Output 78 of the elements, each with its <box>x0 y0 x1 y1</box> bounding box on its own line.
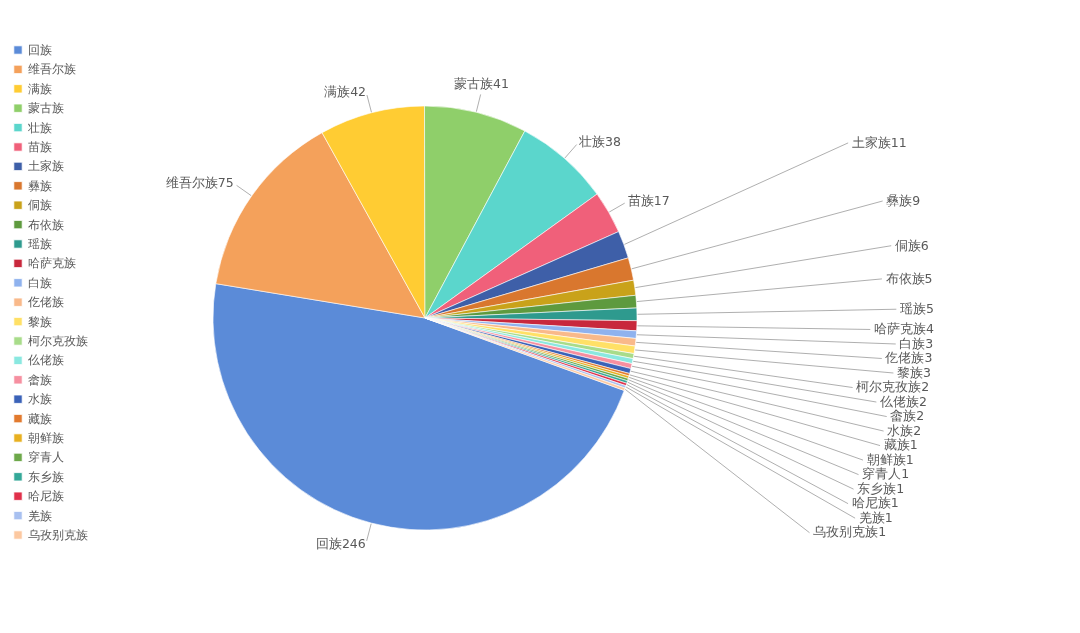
data-label: 2 <box>921 379 930 395</box>
slice-label: 哈萨克族 <box>873 321 926 337</box>
data-label: 5 <box>924 270 933 286</box>
slice-label: 黎族 <box>897 364 924 380</box>
legend-label: 东乡族 <box>28 469 64 484</box>
slice-label: 乌孜别克族 <box>813 524 879 540</box>
legend-label: 哈萨克族 <box>28 256 76 271</box>
legend-label: 乌孜别克族 <box>28 528 88 542</box>
legend-label: 柯尔克孜族 <box>28 334 88 348</box>
slice-label: 柯尔克孜族 <box>856 379 922 395</box>
data-label: 5 <box>925 301 934 317</box>
data-label: 2 <box>916 408 925 424</box>
data-label: 41 <box>493 75 509 91</box>
legend-label: 水族 <box>28 392 52 407</box>
data-label: 1 <box>890 495 899 511</box>
data-label: 246 <box>341 536 366 552</box>
legend-label: 维吾尔族 <box>28 62 76 77</box>
slice-label: 土家族 <box>851 135 891 151</box>
slice-label: 哈尼族 <box>851 495 891 511</box>
slice-label: 蒙古族 <box>454 75 494 91</box>
slice-label: 仫佬族 <box>878 393 919 409</box>
data-label: 1 <box>884 509 893 525</box>
data-label: 38 <box>605 133 621 149</box>
legend-label: 苗族 <box>28 140 52 154</box>
legend-label: 瑶族 <box>28 237 52 251</box>
legend-label: 壮族 <box>27 120 52 135</box>
data-label: 17 <box>653 193 670 209</box>
legend-label: 哈尼族 <box>28 489 64 504</box>
legend-label: 白族 <box>28 275 52 290</box>
legend-label: 侗族 <box>28 198 52 213</box>
slice-label: 布依族 <box>885 270 925 286</box>
slice-label: 东乡族 <box>857 480 897 496</box>
slice-label: 畲族 <box>890 408 917 424</box>
legend-label: 彝族 <box>28 178 52 193</box>
legend-label: 土家族 <box>28 159 64 174</box>
legend-label: 蒙古族 <box>28 101 64 116</box>
legend-label: 穿青人 <box>28 450 64 465</box>
data-label: 75 <box>217 175 234 191</box>
data-label: 2 <box>913 422 922 438</box>
slice-label: 壮族 <box>578 133 606 149</box>
data-label: 2 <box>918 393 927 409</box>
data-label: 11 <box>890 135 907 151</box>
slice-label: 穿青人 <box>862 466 902 482</box>
data-label: 9 <box>912 193 921 209</box>
data-label: 4 <box>925 321 934 337</box>
legend-label: 藏族 <box>28 411 52 426</box>
legend-label: 回族 <box>28 43 52 57</box>
data-label: 1 <box>896 480 905 496</box>
slice-label: 羌族 <box>858 509 885 525</box>
data-label: 1 <box>909 437 918 453</box>
slice-label: 朝鲜族 <box>866 451 906 467</box>
slice-label: 回族 <box>315 536 342 552</box>
slice-label: 维吾尔族 <box>165 175 218 191</box>
data-label: 1 <box>905 451 914 467</box>
legend-label: 黎族 <box>28 314 52 329</box>
legend-label: 畲族 <box>28 372 52 387</box>
data-label: 3 <box>924 350 933 366</box>
data-label: 1 <box>878 524 887 540</box>
data-label: 3 <box>923 364 931 380</box>
slice-label: 白族 <box>899 335 926 351</box>
slice-label: 满族 <box>324 83 351 99</box>
slice-label: 仡佬族 <box>884 350 925 366</box>
slice-label: 藏族 <box>883 437 910 453</box>
slice-label: 水族 <box>887 422 914 438</box>
slice-label: 瑶族 <box>899 301 926 317</box>
data-label: 3 <box>925 335 934 351</box>
data-label: 1 <box>901 466 910 482</box>
legend-label: 羌族 <box>28 508 52 523</box>
legend-label: 满族 <box>28 81 52 96</box>
legend-label: 布依族 <box>28 217 64 232</box>
legend-label: 朝鲜族 <box>28 431 64 445</box>
slice-label: 侗族 <box>894 237 921 253</box>
slice-label: 苗族 <box>627 193 654 209</box>
slice-label: 彝族 <box>886 193 913 209</box>
data-label: 6 <box>920 237 929 253</box>
data-label: 42 <box>350 83 367 99</box>
legend-label: 仡佬族 <box>27 295 64 310</box>
legend-label: 仫佬族 <box>27 353 64 368</box>
